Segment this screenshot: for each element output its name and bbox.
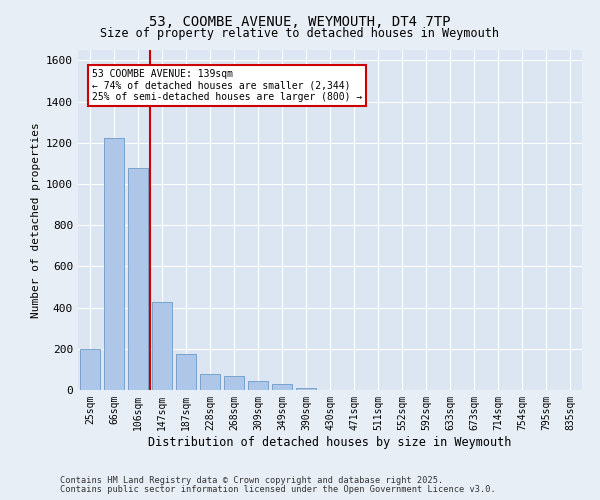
Text: 53, COOMBE AVENUE, WEYMOUTH, DT4 7TP: 53, COOMBE AVENUE, WEYMOUTH, DT4 7TP — [149, 15, 451, 29]
Text: 53 COOMBE AVENUE: 139sqm
← 74% of detached houses are smaller (2,344)
25% of sem: 53 COOMBE AVENUE: 139sqm ← 74% of detach… — [92, 68, 362, 102]
Bar — [200, 374, 220, 390]
Bar — [224, 376, 244, 390]
Y-axis label: Number of detached properties: Number of detached properties — [31, 122, 41, 318]
Bar — [248, 380, 268, 390]
Bar — [80, 349, 100, 390]
Text: Contains public sector information licensed under the Open Government Licence v3: Contains public sector information licen… — [60, 485, 496, 494]
Bar — [176, 354, 196, 390]
Bar — [152, 302, 172, 390]
Bar — [296, 388, 316, 390]
X-axis label: Distribution of detached houses by size in Weymouth: Distribution of detached houses by size … — [148, 436, 512, 448]
Text: Size of property relative to detached houses in Weymouth: Size of property relative to detached ho… — [101, 28, 499, 40]
Text: Contains HM Land Registry data © Crown copyright and database right 2025.: Contains HM Land Registry data © Crown c… — [60, 476, 443, 485]
Bar — [104, 138, 124, 390]
Bar — [128, 168, 148, 390]
Bar — [272, 384, 292, 390]
